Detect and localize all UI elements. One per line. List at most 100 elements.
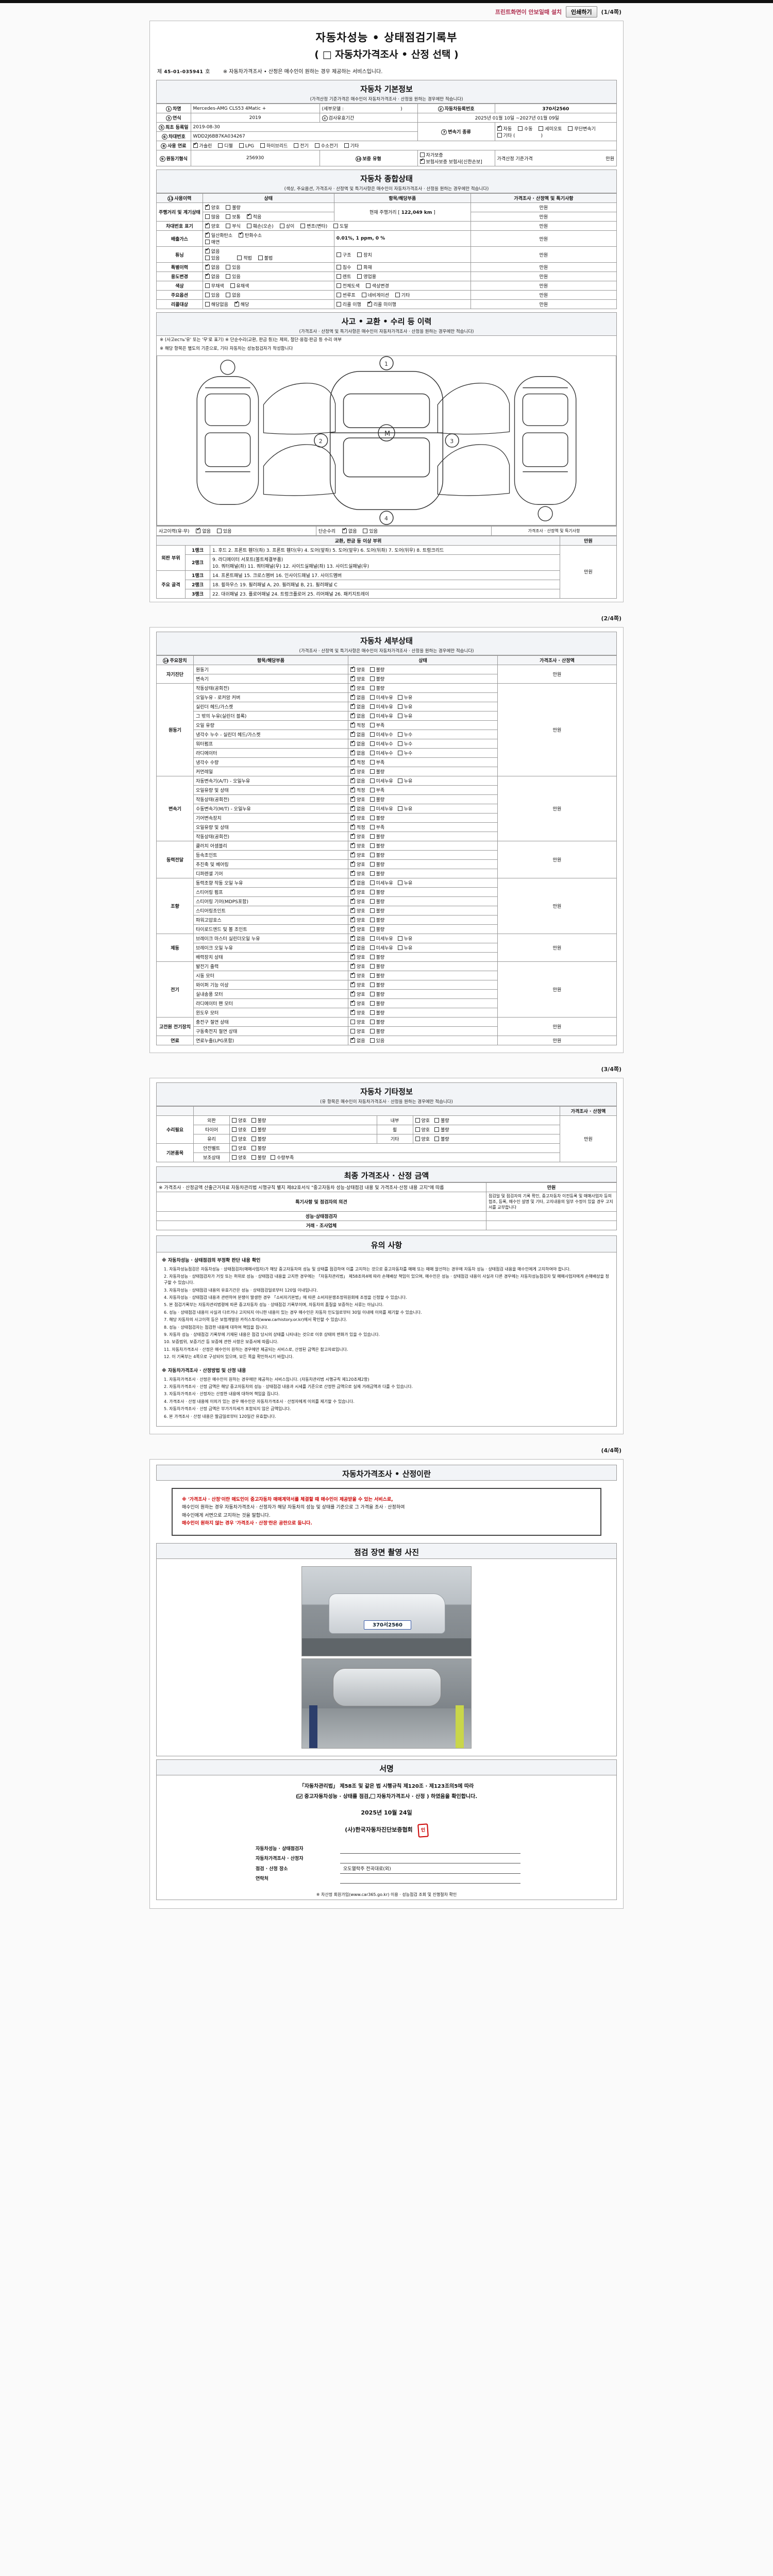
- checkbox-sign-price[interactable]: [370, 1794, 375, 1799]
- checkbox-불량[interactable]: 불량: [369, 666, 384, 673]
- checkbox-양호[interactable]: 양호: [350, 795, 365, 803]
- checkbox-누수[interactable]: 누수: [397, 740, 412, 747]
- checkbox-양호[interactable]: 양호: [350, 675, 365, 682]
- checkbox-양호[interactable]: 양호: [350, 814, 365, 821]
- checkbox-양호[interactable]: 양호: [350, 907, 365, 914]
- checkbox-양호[interactable]: 양호: [350, 981, 365, 988]
- checkbox-없음[interactable]: 없음: [350, 879, 365, 886]
- checkbox-tuning-legal[interactable]: 적법: [237, 255, 252, 261]
- checkbox-미세누유[interactable]: 미세누유: [369, 713, 393, 719]
- checkbox-없음[interactable]: 없음: [350, 935, 365, 942]
- checkbox-부족[interactable]: 부족: [369, 722, 384, 728]
- checkbox-부족[interactable]: 부족: [369, 824, 384, 831]
- print-button[interactable]: 인쇄하기: [566, 6, 597, 18]
- checkbox-fuel-hybrid[interactable]: 하이브리드: [260, 142, 288, 149]
- checkbox-양호[interactable]: 양호: [350, 842, 365, 849]
- checkbox-mileage-many[interactable]: 많음: [205, 213, 220, 220]
- checkbox-불량[interactable]: 불량: [434, 1117, 449, 1124]
- checkbox-미세누유[interactable]: 미세누유: [369, 879, 393, 886]
- checkbox-누유[interactable]: 누유: [397, 703, 412, 710]
- checkbox-양호[interactable]: 양호: [350, 888, 365, 895]
- checkbox-양호[interactable]: 양호: [350, 1009, 365, 1016]
- checkbox-simple-none[interactable]: 없음: [342, 527, 357, 534]
- checkbox-누수[interactable]: 누수: [397, 750, 412, 756]
- checkbox-color-chromatic[interactable]: 유채색: [230, 282, 249, 289]
- checkbox-누유[interactable]: 누유: [397, 713, 412, 719]
- checkbox-usage-rent[interactable]: 렌트: [336, 273, 351, 280]
- checkbox-color-achromatic[interactable]: 무채색: [205, 282, 224, 289]
- checkbox-없음[interactable]: 없음: [350, 740, 365, 747]
- checkbox-mileage-bad[interactable]: 불량: [226, 204, 241, 211]
- checkbox-양호[interactable]: 양호: [350, 972, 365, 979]
- checkbox-color-fullpaint[interactable]: 전체도색: [336, 282, 360, 289]
- checkbox-usage-yes[interactable]: 있음: [226, 273, 241, 280]
- checkbox-불량[interactable]: 불량: [369, 917, 384, 923]
- checkbox-미세누수[interactable]: 미세누수: [369, 740, 393, 747]
- checkbox-누유[interactable]: 누유: [397, 777, 412, 784]
- checkbox-불량[interactable]: 불량: [369, 768, 384, 775]
- checkbox-fuel-electric[interactable]: 전기: [294, 142, 309, 149]
- checkbox-없음[interactable]: 없음: [350, 777, 365, 784]
- checkbox-emission-smoke[interactable]: 매연: [205, 239, 220, 245]
- checkbox-불량[interactable]: 불량: [434, 1126, 449, 1133]
- checkbox-option-yes[interactable]: 있음: [205, 292, 220, 298]
- checkbox-양호[interactable]: 양호: [415, 1117, 430, 1124]
- checkbox-양호[interactable]: 양호: [350, 851, 365, 858]
- checkbox-tuning-none[interactable]: 없음: [205, 247, 220, 255]
- checkbox-불량[interactable]: 불량: [369, 675, 384, 682]
- checkbox-vin-good[interactable]: 양호: [205, 222, 220, 229]
- checkbox-tuning-yes[interactable]: 있음: [205, 255, 220, 261]
- checkbox-양호[interactable]: 양호: [350, 999, 365, 1007]
- checkbox-양호[interactable]: 양호: [350, 684, 365, 691]
- checkbox-불량[interactable]: 불량: [369, 889, 384, 895]
- checkbox-없음[interactable]: 없음: [350, 731, 365, 738]
- checkbox-trans-manual[interactable]: 수동: [517, 125, 533, 132]
- checkbox-미세누유[interactable]: 미세누유: [369, 777, 393, 784]
- checkbox-color-changed[interactable]: 색상변경: [365, 282, 389, 289]
- checkbox-없음[interactable]: 없음: [350, 693, 365, 701]
- checkbox-불량[interactable]: 불량: [369, 954, 384, 960]
- checkbox-불량[interactable]: 불량: [369, 991, 384, 997]
- checkbox-양호[interactable]: 양호: [232, 1117, 247, 1124]
- checkbox-vin-erased[interactable]: 도말: [333, 223, 348, 229]
- checkbox-미세누유[interactable]: 미세누유: [369, 703, 393, 710]
- checkbox-누유[interactable]: 누유: [397, 944, 412, 951]
- checkbox-mileage-normal[interactable]: 보통: [226, 213, 241, 220]
- checkbox-recall-yes[interactable]: 해당: [234, 300, 249, 308]
- checkbox-누수[interactable]: 누수: [397, 731, 412, 738]
- checkbox-불량[interactable]: 불량: [369, 981, 384, 988]
- checkbox-emission-co[interactable]: 일산화탄소: [205, 231, 232, 239]
- checkbox-option-sunroof[interactable]: 썬루프: [336, 292, 356, 298]
- checkbox-불량[interactable]: 불량: [369, 870, 384, 877]
- checkbox-누유[interactable]: 누유: [397, 935, 412, 942]
- checkbox-trans-auto[interactable]: 자동: [497, 125, 512, 132]
- checkbox-없음[interactable]: 없음: [350, 805, 365, 812]
- checkbox-option-etc[interactable]: 기타: [395, 292, 410, 298]
- checkbox-option-no[interactable]: 없음: [226, 292, 241, 298]
- checkbox-warranty-insurer[interactable]: 보험사보증 보험사[신한손보]: [419, 158, 482, 165]
- checkbox-tuning-illegal[interactable]: 불법: [258, 255, 273, 261]
- checkbox-불량[interactable]: 불량: [369, 796, 384, 803]
- checkbox-미세누수[interactable]: 미세누수: [369, 731, 393, 738]
- checkbox-양호[interactable]: 양호: [350, 870, 365, 877]
- checkbox-vin-altered[interactable]: 변조(변타): [300, 223, 327, 229]
- checkbox-양호[interactable]: 양호: [350, 916, 365, 923]
- checkbox-양호[interactable]: 양호: [350, 897, 365, 905]
- checkbox-양호[interactable]: 양호: [350, 953, 365, 960]
- checkbox-불량[interactable]: 불량: [369, 815, 384, 821]
- checkbox-tuning-device[interactable]: 장치: [357, 251, 372, 258]
- checkbox-usage-commercial[interactable]: 영업용: [357, 273, 376, 280]
- checkbox-불량[interactable]: 불량: [369, 1019, 384, 1025]
- checkbox-recall-na[interactable]: 해당없음: [205, 301, 228, 308]
- checkbox-부족[interactable]: 부족: [369, 759, 384, 766]
- checkbox-양호[interactable]: 양호: [232, 1154, 247, 1161]
- checkbox-recall-completed[interactable]: 리콜 이행: [336, 301, 361, 308]
- checkbox-vin-different[interactable]: 상이: [279, 223, 294, 229]
- checkbox-불량[interactable]: 불량: [369, 685, 384, 691]
- checkbox-없음[interactable]: 없음: [350, 712, 365, 719]
- checkbox-fuel-diesel[interactable]: 디젤: [218, 142, 233, 149]
- checkbox-fuel-lpg[interactable]: LPG: [239, 143, 254, 149]
- checkbox-불량[interactable]: 불량: [369, 963, 384, 970]
- checkbox-special-flood[interactable]: 침수: [336, 264, 351, 270]
- checkbox-불량[interactable]: 불량: [369, 1000, 384, 1007]
